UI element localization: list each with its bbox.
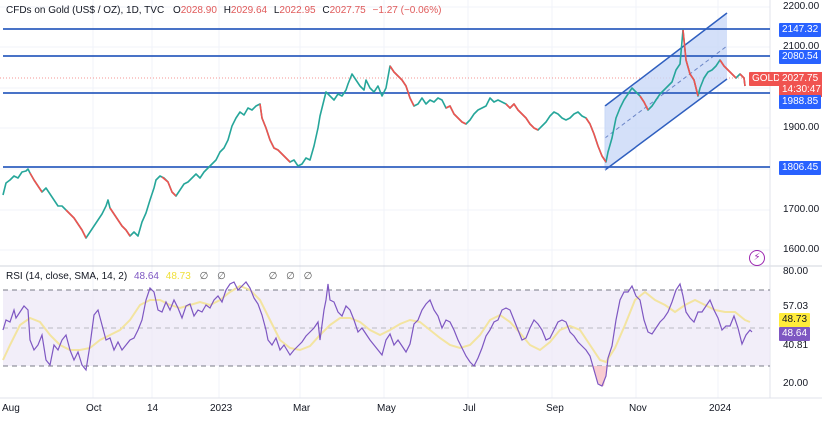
current-price-tag: 2027.75 14:30:47 bbox=[779, 72, 822, 97]
open-value: 2028.90 bbox=[180, 5, 217, 16]
time-label: Mar bbox=[293, 403, 311, 414]
price-tick: 1700.00 bbox=[783, 204, 820, 215]
rsi-title: RSI (14, close, SMA, 14, 2) bbox=[6, 271, 128, 282]
rsi-tick: 80.00 bbox=[783, 266, 809, 277]
price-tick: 2100.00 bbox=[783, 41, 820, 52]
time-label: Nov bbox=[629, 403, 647, 414]
level-tag-1806: 1806.45 bbox=[779, 161, 822, 175]
time-label: Oct bbox=[86, 403, 102, 414]
rsi-legend-value: 48.64 bbox=[133, 271, 159, 282]
bar-countdown: 14:30:47 bbox=[782, 84, 821, 95]
na-value: ∅ bbox=[286, 271, 295, 282]
na-value: ∅ bbox=[217, 271, 226, 282]
rsi-legend[interactable]: RSI (14, close, SMA, 14, 2) 48.64 48.73 … bbox=[6, 271, 312, 282]
time-label: May bbox=[377, 403, 396, 414]
horizontal-levels bbox=[3, 28, 770, 168]
channel-mid-line bbox=[604, 45, 728, 139]
rsi-sma-line bbox=[2, 284, 751, 364]
na-value: ∅ bbox=[303, 271, 313, 282]
low-value: 2022.95 bbox=[279, 5, 316, 16]
parallel-channel-fill bbox=[605, 13, 727, 170]
time-label: Aug bbox=[2, 403, 20, 414]
time-label: Sep bbox=[546, 403, 564, 414]
current-price: 2027.75 bbox=[782, 73, 819, 84]
price-tick: 2200.00 bbox=[783, 1, 820, 12]
grid-vertical bbox=[92, 0, 719, 398]
na-value: ∅ bbox=[268, 271, 278, 282]
time-label: 14 bbox=[147, 403, 159, 414]
rsi-line bbox=[2, 281, 753, 387]
high-value: 2029.64 bbox=[230, 5, 268, 16]
channel-lower-line bbox=[604, 78, 728, 171]
symbol-legend[interactable]: CFDs on Gold (US$ / OZ), 1D, TVC O2028.9… bbox=[6, 5, 442, 16]
symbol-price-tag: GOLD bbox=[749, 72, 784, 86]
price-tick: 1600.00 bbox=[783, 244, 820, 255]
rsi-tick: 40.81 bbox=[783, 340, 809, 351]
time-label: 2024 bbox=[709, 403, 732, 414]
level-tag-2147: 2147.32 bbox=[779, 23, 822, 37]
time-label: 2023 bbox=[210, 403, 233, 414]
level-tag-1988: 1988.85 bbox=[779, 95, 822, 109]
lightning-icon[interactable]: ⚡︎ bbox=[749, 250, 765, 266]
rsi-sma-legend-value: 48.73 bbox=[165, 271, 191, 282]
level-tag-2080: 2080.54 bbox=[779, 50, 822, 64]
price-tick: 1900.00 bbox=[783, 122, 820, 133]
rsi-value-tag: 48.64 bbox=[779, 327, 811, 341]
na-value: ∅ bbox=[199, 271, 209, 282]
close-value: 2027.75 bbox=[329, 5, 366, 16]
change-value: −1.27 (−0.06%) bbox=[372, 5, 442, 16]
rsi-tick: 20.00 bbox=[783, 378, 809, 389]
time-label: Jul bbox=[463, 403, 476, 414]
rsi-tick: 57.03 bbox=[783, 301, 809, 312]
price-series bbox=[2, 29, 746, 239]
symbol-title: CFDs on Gold (US$ / OZ), 1D, TVC bbox=[6, 5, 165, 16]
rsi-sma-tag: 48.73 bbox=[779, 313, 811, 327]
